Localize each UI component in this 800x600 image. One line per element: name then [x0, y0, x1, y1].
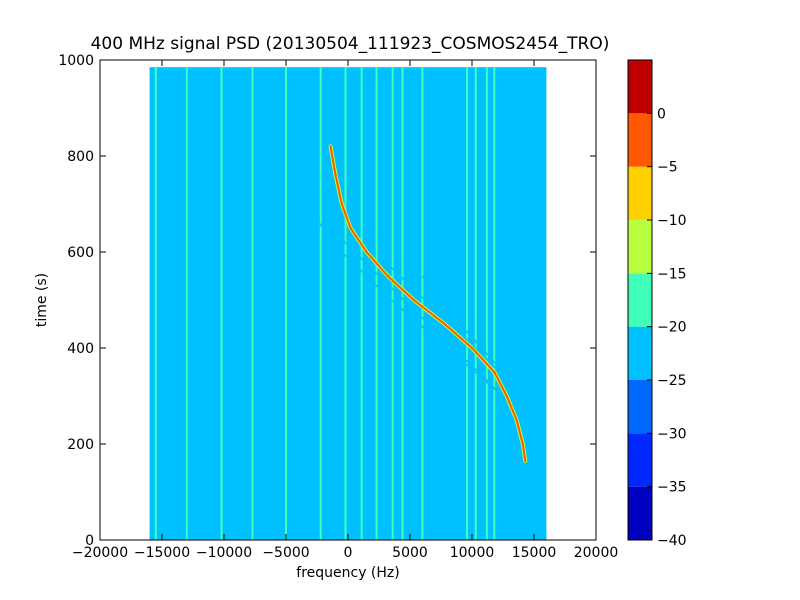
signal-point [349, 226, 352, 230]
x-tick-label: −20000 [72, 545, 128, 561]
sideband-curve [304, 203, 504, 397]
x-tick-label: 15000 [512, 545, 557, 561]
x-tick-label: 5000 [392, 545, 428, 561]
colorbar-label: −40 [657, 533, 687, 549]
colorbar-label: 0 [657, 106, 666, 122]
colorbar-label: −15 [657, 266, 687, 282]
signal-point [470, 346, 474, 350]
colorbar-segment [628, 60, 652, 114]
y-tick-label: 200 [67, 437, 94, 453]
signal-point [334, 174, 337, 177]
y-tick-label: 1000 [58, 53, 94, 69]
sideband-curve [335, 232, 523, 416]
signal-point [386, 274, 389, 278]
colorbar-label: −30 [657, 426, 687, 442]
heatmap-layer [149, 67, 547, 540]
colorbar-label: −25 [657, 373, 687, 389]
main-signal-trace [329, 145, 527, 462]
chart-title: 400 MHz signal PSD (20130504_111923_COSM… [91, 34, 610, 54]
colorbar-segment [628, 326, 652, 380]
x-axis-label: frequency (Hz) [296, 565, 399, 581]
signal-point [493, 370, 496, 374]
signal-point [521, 442, 525, 446]
colorbar: −40 −35 −30 −25 −20 −15 −10 −5 0 [627, 59, 687, 549]
y-axis-label: time (s) [34, 273, 50, 327]
x-tick-label: 0 [344, 545, 353, 561]
sideband-curve [421, 275, 523, 397]
colorbar-label: −5 [657, 160, 678, 176]
signal-point [365, 250, 368, 254]
colorbar-segment [628, 220, 652, 274]
colorbar-segment [628, 380, 652, 434]
x-tick-label: 20000 [574, 545, 619, 561]
y-tick-label: 400 [67, 341, 94, 357]
colorbar-segment [628, 273, 652, 327]
y-axis-ticks: 0 200 400 600 800 1000 [58, 53, 596, 549]
y-tick-label: 800 [67, 149, 94, 165]
colorbar-segment [628, 433, 652, 487]
signal-point [340, 202, 343, 206]
colorbar-frame [627, 59, 653, 541]
colorbar-label: −10 [657, 213, 687, 229]
x-axis-ticks: −20000 −15000 −10000 −5000 0 5000 10000 15000 20… [72, 60, 618, 561]
signal-point [524, 459, 527, 462]
colorbar-label: −35 [657, 480, 687, 496]
colorbar-segment [628, 486, 652, 540]
colorbar-segment [628, 113, 652, 167]
x-tick-label: −10000 [196, 545, 252, 561]
colorbar-segment [628, 166, 652, 220]
x-tick-label: −15000 [134, 545, 190, 561]
signal-point [329, 145, 332, 148]
y-tick-label: 600 [67, 245, 94, 261]
colorbar-label: −20 [657, 320, 687, 336]
signal-point [515, 418, 518, 422]
signal-point [412, 298, 415, 302]
y-tick-label: 0 [85, 533, 94, 549]
heatmap-background [149, 67, 547, 540]
signal-point [443, 322, 446, 326]
signal-point [505, 394, 508, 398]
x-tick-label: −5000 [262, 545, 309, 561]
x-tick-label: 10000 [450, 545, 495, 561]
